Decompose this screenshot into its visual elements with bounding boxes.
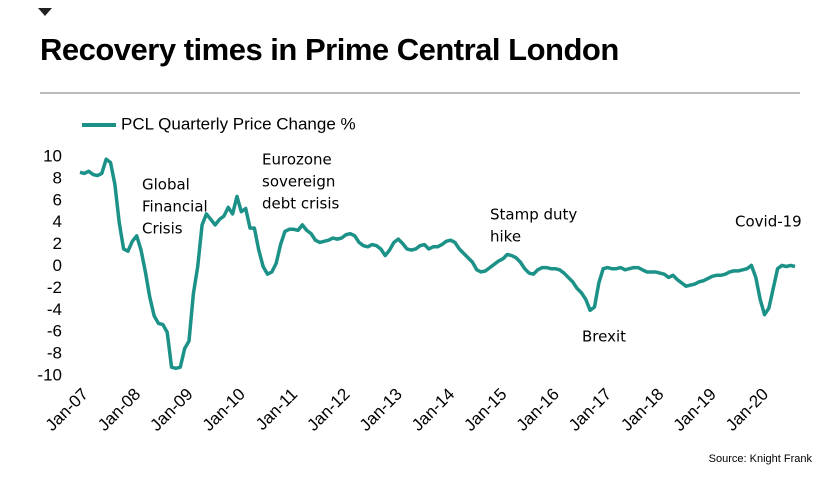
annotation: Global bbox=[142, 176, 190, 194]
annotation: hike bbox=[490, 228, 521, 246]
y-tick-label: 10 bbox=[43, 146, 62, 165]
y-tick-label: -10 bbox=[37, 365, 62, 384]
annotation: sovereign bbox=[262, 173, 335, 191]
y-tick-label: 0 bbox=[53, 256, 62, 275]
annotation: debt crisis bbox=[262, 195, 339, 213]
line-series bbox=[79, 157, 796, 371]
annotation: Stamp duty bbox=[490, 206, 577, 224]
annotation: Brexit bbox=[582, 328, 626, 346]
y-tick-label: -2 bbox=[47, 278, 62, 297]
y-tick-label: 8 bbox=[53, 168, 62, 187]
legend-label: PCL Quarterly Price Change % bbox=[121, 114, 356, 133]
annotation: Covid-19 bbox=[735, 213, 802, 231]
y-tick-label: 2 bbox=[53, 234, 62, 253]
y-tick-label: 6 bbox=[53, 190, 62, 209]
annotation: Financial bbox=[142, 198, 208, 216]
y-tick-label: -4 bbox=[47, 300, 62, 319]
y-tick-label: 4 bbox=[53, 212, 62, 231]
annotation: Crisis bbox=[142, 220, 183, 238]
y-tick-label: -6 bbox=[47, 322, 62, 341]
corner-marker bbox=[38, 8, 52, 16]
annotation: Eurozone bbox=[262, 151, 332, 169]
y-tick-label: -8 bbox=[47, 344, 62, 363]
chart-title: Recovery times in Prime Central London bbox=[40, 32, 619, 67]
source: Source: Knight Frank bbox=[709, 453, 813, 465]
